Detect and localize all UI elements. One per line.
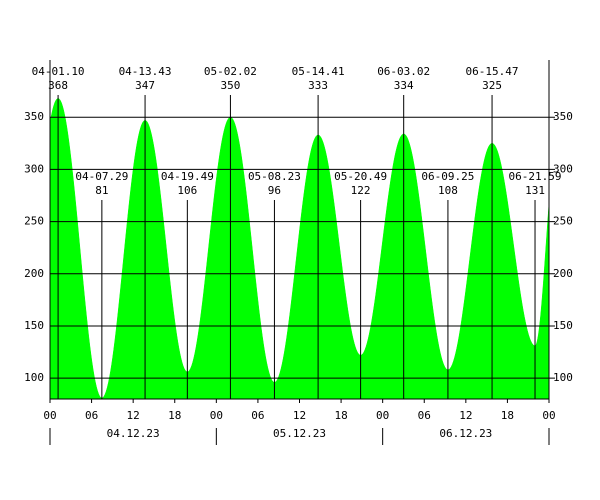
tide-segment	[101, 119, 146, 399]
x-tick-label: 00	[43, 409, 56, 422]
tide-segment	[491, 142, 536, 399]
y-tick-label: 100	[24, 371, 44, 384]
x-tick-label: 18	[334, 409, 347, 422]
extreme-time: 05-08.23	[248, 170, 301, 183]
x-tick-label: 00	[376, 409, 389, 422]
extreme-time: 04-13.43	[119, 65, 172, 78]
tide-segment	[447, 142, 493, 399]
extreme-time: 05-14.41	[292, 65, 345, 78]
y-tick-label-right: 100	[553, 371, 573, 384]
x-tick-label: 18	[501, 409, 514, 422]
y-tick-label: 200	[24, 267, 44, 280]
extreme-time: 06-15.47	[466, 65, 519, 78]
tide-segment	[144, 119, 188, 399]
y-tick-label-right: 150	[553, 319, 573, 332]
x-tick-label: 00	[542, 409, 555, 422]
extreme-time: 06-21.59	[509, 170, 562, 183]
date-label: 04.12.23	[107, 427, 160, 440]
extreme-value: 350	[220, 79, 240, 92]
extreme-value: 334	[394, 79, 414, 92]
x-tick-label: 00	[210, 409, 223, 422]
tide-segment	[230, 116, 275, 399]
x-tick-label: 06	[251, 409, 264, 422]
y-tick-label: 150	[24, 319, 44, 332]
extreme-time: 04-07.29	[75, 170, 128, 183]
extreme-value: 106	[177, 184, 197, 197]
tide-segment	[403, 133, 449, 399]
extreme-time: 05-20.49	[334, 170, 387, 183]
date-label: 06.12.23	[439, 427, 492, 440]
date-label: 05.12.23	[273, 427, 326, 440]
y-tick-label: 250	[24, 215, 44, 228]
tide-segment	[317, 134, 361, 399]
extreme-time: 04-01.10	[32, 65, 85, 78]
y-tick-label-right: 250	[553, 215, 573, 228]
extreme-value: 122	[351, 184, 371, 197]
tide-segment	[57, 98, 103, 399]
y-tick-label-right: 350	[553, 110, 573, 123]
extreme-time: 06-09.25	[421, 170, 474, 183]
y-tick-label: 350	[24, 110, 44, 123]
x-tick-label: 18	[168, 409, 181, 422]
extreme-value: 368	[48, 79, 68, 92]
x-tick-label: 12	[127, 409, 140, 422]
tide-area	[50, 98, 549, 399]
extreme-time: 05-02.02	[204, 65, 257, 78]
extreme-time: 06-03.02	[377, 65, 430, 78]
extreme-value: 81	[95, 184, 108, 197]
y-tick-label-right: 200	[553, 267, 573, 280]
x-tick-label: 06	[85, 409, 98, 422]
extreme-value: 347	[135, 79, 155, 92]
x-tick-label: 12	[459, 409, 472, 422]
extreme-value: 108	[438, 184, 458, 197]
x-tick-label: 12	[293, 409, 306, 422]
y-tick-label-right: 300	[553, 162, 573, 175]
extreme-value: 333	[308, 79, 328, 92]
tide-segment	[534, 199, 549, 399]
tide-segment	[360, 133, 404, 399]
tide-segment	[274, 134, 319, 399]
x-tick-label: 06	[418, 409, 431, 422]
tide-segment	[187, 116, 231, 399]
extreme-value: 131	[525, 184, 545, 197]
tide-segment	[50, 98, 59, 399]
extreme-value: 325	[482, 79, 502, 92]
y-tick-label: 300	[24, 162, 44, 175]
extreme-time: 04-19.49	[161, 170, 214, 183]
extreme-value: 96	[268, 184, 281, 197]
